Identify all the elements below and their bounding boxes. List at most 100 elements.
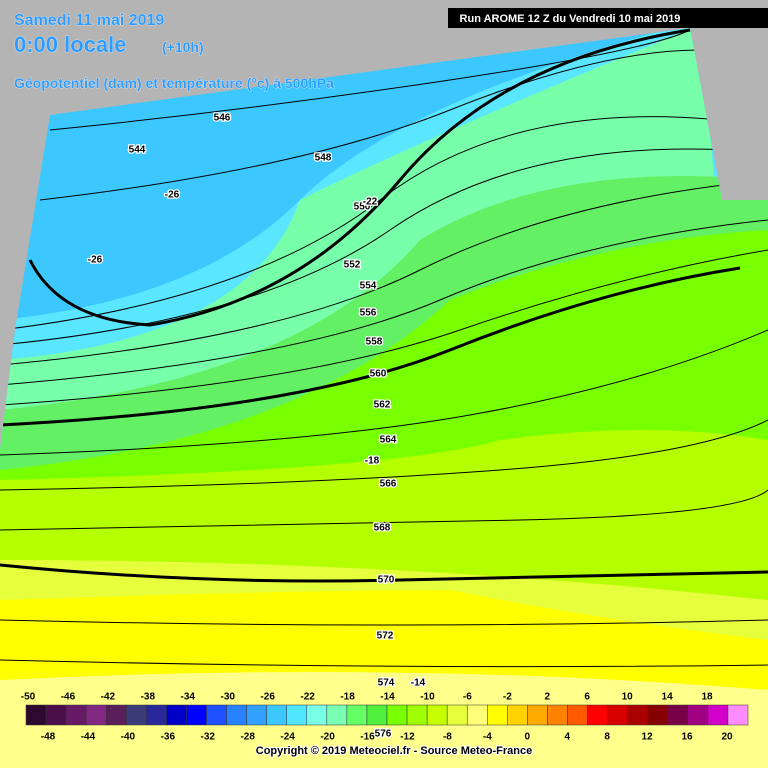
geopotential-label: 566: [380, 479, 397, 490]
color-swatch: [246, 704, 267, 726]
color-swatch: [226, 704, 247, 726]
colorbar-label: -40: [121, 732, 136, 743]
colorbar-label: -50: [21, 692, 36, 703]
color-swatch: [366, 704, 388, 726]
colorbar-label: -36: [161, 732, 176, 743]
colorbar-label: -30: [220, 692, 235, 703]
colorbar-label: -42: [101, 692, 116, 703]
color-swatch: [166, 704, 187, 726]
colorbar-label: 6: [584, 692, 590, 703]
colorbar-label: -18: [340, 692, 355, 703]
color-swatch: [146, 704, 167, 726]
geopotential-label: 554: [360, 281, 377, 292]
colorbar-label: -2: [503, 692, 512, 703]
colorbar-label: 16: [681, 732, 693, 743]
geopotential-label: 558: [366, 337, 383, 348]
colorbar-label: -14: [380, 692, 395, 703]
date: Samedi 11 mai 2019: [14, 12, 164, 29]
color-swatch: [186, 704, 207, 726]
geopotential-label: 552: [344, 260, 361, 271]
geopotential-label: 548: [315, 153, 332, 164]
geopotential-label: 564: [380, 435, 397, 446]
run-info: Run AROME 12 Z du Vendredi 10 mai 2019: [460, 13, 681, 25]
geopotential-label: 544: [129, 145, 146, 156]
color-swatch: [306, 704, 328, 726]
color-swatch: [286, 704, 308, 726]
color-swatch: [65, 704, 87, 726]
colorbar-label: -32: [201, 732, 216, 743]
temperature-label: -22: [363, 197, 378, 208]
geopotential-label: 576: [375, 729, 392, 740]
colorbar-label: -16: [360, 732, 375, 743]
geopotential-label: 546: [214, 113, 231, 124]
colorbar-label: -26: [260, 692, 275, 703]
subtitle: Géopotentiel (dam) et température (°c) à…: [14, 75, 334, 91]
colorbar-label: 20: [721, 732, 733, 743]
footer: Copyright © 2019 Meteociel.fr - Source M…: [256, 745, 532, 757]
temperature-label: -26: [88, 255, 103, 266]
color-swatch: [547, 704, 568, 726]
geopotential-label: 560: [370, 369, 387, 380]
time: 0:00 locale: [14, 32, 127, 57]
color-swatch: [487, 704, 508, 726]
color-swatch: [527, 704, 548, 726]
color-swatch: [667, 704, 689, 726]
color-swatch: [627, 704, 648, 726]
color-swatch: [507, 704, 528, 726]
color-swatch: [466, 704, 488, 726]
color-swatch: [587, 704, 608, 726]
geopotential-label: 562: [374, 400, 391, 411]
colorbar-label: -44: [81, 732, 96, 743]
colorbar-label: -10: [420, 692, 435, 703]
color-swatch: [446, 704, 468, 726]
colorbar-label: -48: [41, 732, 56, 743]
colorbar-label: -6: [463, 692, 472, 703]
color-swatch: [426, 704, 448, 726]
color-swatch: [25, 704, 47, 726]
colorbar-label: -8: [443, 732, 452, 743]
colorbar-label: -20: [320, 732, 335, 743]
colorbar-label: 18: [701, 692, 713, 703]
colorbar-label: 4: [564, 732, 570, 743]
temperature-label: -26: [165, 190, 180, 201]
temperature-label: -18: [365, 456, 380, 467]
colorbar-label: 2: [544, 692, 550, 703]
colorbar-label: -4: [483, 732, 492, 743]
color-swatch: [126, 704, 147, 726]
color-swatch: [607, 704, 628, 726]
run-box: [448, 8, 768, 28]
colorbar-label: 0: [525, 732, 531, 743]
colorbar-label: -12: [400, 732, 415, 743]
color-swatch: [707, 704, 729, 726]
colorbar-label: -46: [61, 692, 76, 703]
geopotential-label: 572: [377, 631, 394, 642]
lead-time: (+10h): [162, 39, 204, 55]
colorbar-label: -22: [300, 692, 315, 703]
geopotential-label: 568: [374, 523, 391, 534]
geopotential-label: 570: [378, 575, 395, 586]
geopotential-label: 574: [378, 678, 395, 689]
color-swatch: [727, 704, 749, 726]
labels: 544 546 548 550 552 554 556 558 560 562 564 566 568 5…: [87, 111, 427, 741]
color-swatch: [206, 704, 227, 726]
colorbar-label: -38: [141, 692, 156, 703]
color-swatch: [346, 704, 368, 726]
colorbar-label: -24: [280, 732, 295, 743]
color-swatch: [406, 704, 428, 726]
colorbar-label: -34: [181, 692, 196, 703]
geopotential-label: 550: [354, 202, 371, 213]
colorbar-label: 12: [642, 732, 654, 743]
colorbar: -50 -46 -42 -38 -34 -30 -26 -22 -18 -14 -10 -6 -2 2 6 1…: [21, 692, 749, 743]
colorbar-label: 14: [662, 692, 674, 703]
colorbar-label: -28: [240, 732, 255, 743]
color-swatch: [386, 704, 408, 726]
color-swatch: [105, 704, 127, 726]
color-swatch: [687, 704, 709, 726]
color-swatch: [266, 704, 287, 726]
geopotential-label: 556: [360, 308, 377, 319]
color-swatch: [326, 704, 348, 726]
colorbar-label: 10: [622, 692, 634, 703]
color-swatch: [85, 704, 107, 726]
temperature-label: -14: [411, 678, 426, 689]
